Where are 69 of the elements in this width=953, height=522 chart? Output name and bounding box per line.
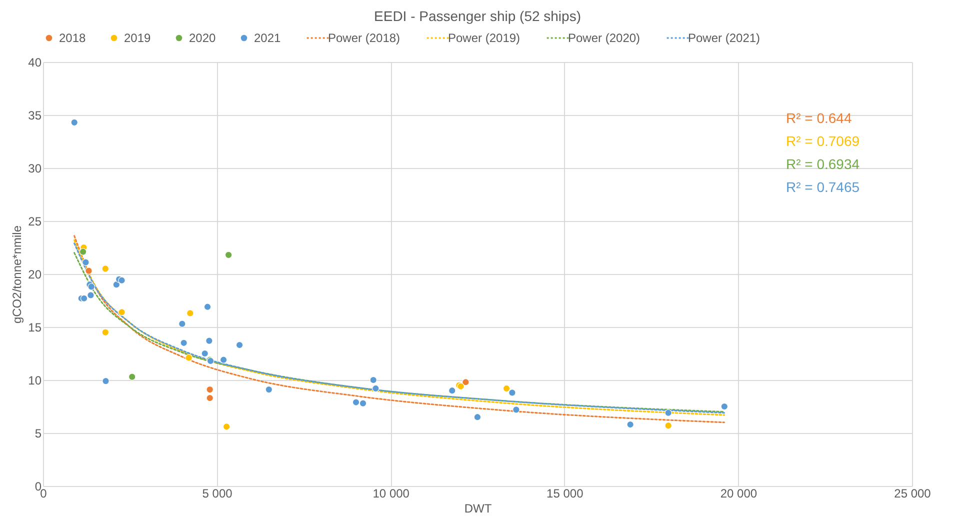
point xyxy=(474,413,482,421)
point xyxy=(502,384,510,392)
point xyxy=(265,386,273,394)
point xyxy=(448,386,456,394)
point xyxy=(118,308,126,316)
x-tick-label: 20 000 xyxy=(720,486,758,500)
point xyxy=(102,328,110,336)
legend-label: 2021 xyxy=(254,31,282,45)
point xyxy=(508,389,516,396)
legend-label: 2019 xyxy=(124,31,152,45)
point xyxy=(80,294,88,302)
point xyxy=(88,283,96,290)
point xyxy=(220,356,228,364)
point xyxy=(222,422,230,430)
legend-label: Power (2019) xyxy=(448,31,520,45)
point xyxy=(370,376,378,384)
annotation: R² = 0.7069 xyxy=(786,133,860,150)
y-tick-label: 25 xyxy=(28,214,42,228)
point xyxy=(82,258,90,266)
y-tick-label: 20 xyxy=(28,268,42,282)
point xyxy=(352,398,360,406)
point xyxy=(236,341,244,349)
legend-label: Power (2018) xyxy=(328,31,400,45)
point xyxy=(185,354,192,362)
legend-label: Power (2020) xyxy=(568,31,640,45)
point xyxy=(102,377,110,385)
point xyxy=(372,384,380,392)
point xyxy=(70,118,78,126)
point xyxy=(224,251,232,259)
point xyxy=(128,373,136,380)
y-tick-label: 30 xyxy=(28,162,42,176)
point xyxy=(359,400,367,407)
legend-label: 2018 xyxy=(59,31,86,45)
x-tick-label: 25 000 xyxy=(894,486,932,500)
annotation: R² = 0.644 xyxy=(786,110,852,126)
point xyxy=(206,386,214,394)
point xyxy=(79,248,87,256)
point xyxy=(512,406,520,414)
point xyxy=(206,394,214,402)
legend-label: Power (2021) xyxy=(688,31,760,45)
annotation: R² = 0.6934 xyxy=(786,156,860,172)
point xyxy=(180,339,188,347)
y-tick-label: 35 xyxy=(28,108,42,122)
point xyxy=(85,267,92,274)
point xyxy=(664,409,672,417)
annotation: R² = 0.7465 xyxy=(786,179,860,196)
point xyxy=(178,320,186,328)
x-tick-label: 10 000 xyxy=(372,486,410,500)
point xyxy=(204,303,212,311)
y-tick-label: 15 xyxy=(28,320,42,334)
point xyxy=(462,378,470,386)
point xyxy=(102,265,110,272)
point xyxy=(720,402,728,410)
y-tick-label: 40 xyxy=(28,56,42,70)
x-axis-title: DWT xyxy=(464,502,492,516)
point xyxy=(87,292,94,299)
chart-title: EEDI - Passenger ship (52 ships) xyxy=(374,8,581,24)
point xyxy=(201,350,208,358)
y-tick-label: 10 xyxy=(28,374,42,388)
point xyxy=(118,276,126,284)
x-tick-label: 5 000 xyxy=(202,486,233,500)
point xyxy=(626,420,634,428)
y-axis-title: gCO2/tonne*nmile xyxy=(10,225,24,324)
x-tick-label: 15 000 xyxy=(546,486,584,500)
point xyxy=(206,337,213,344)
y-tick-label: 5 xyxy=(34,426,42,440)
legend-label: 2020 xyxy=(189,31,216,45)
point xyxy=(186,310,194,317)
point xyxy=(664,422,672,430)
